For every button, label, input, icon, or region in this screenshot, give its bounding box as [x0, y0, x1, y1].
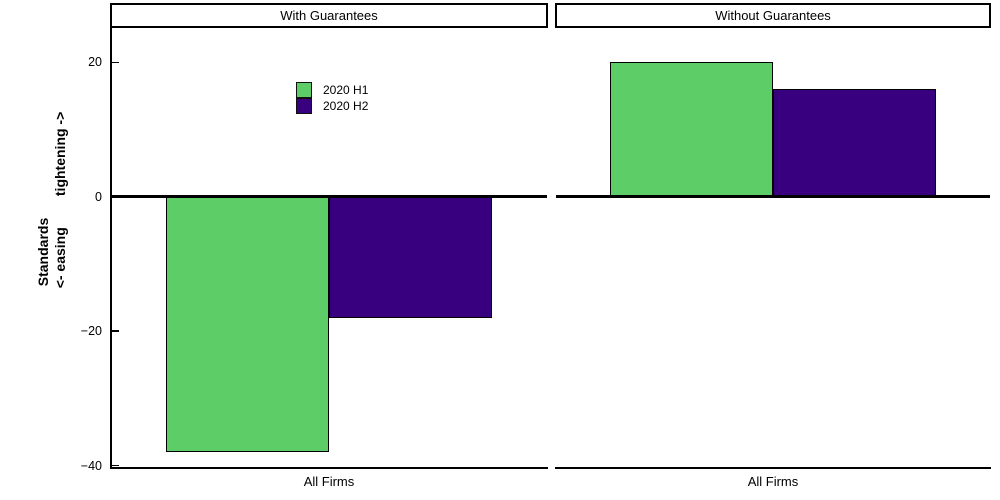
y-axis-line — [110, 27, 112, 469]
panel-title-box: With Guarantees — [110, 3, 548, 28]
bar-2020h2-without-guarantees — [773, 89, 936, 197]
bar-2020h2-with-guarantees — [329, 196, 492, 318]
x-axis-line — [555, 467, 991, 469]
x-axis-line — [110, 467, 548, 469]
panel-title-box: Without Guarantees — [555, 3, 991, 28]
legend-item-2020-h1: 2020 H1 — [296, 82, 368, 98]
legend-item-2020-h2: 2020 H2 — [296, 98, 368, 114]
x-axis-category-label: All Firms — [303, 474, 355, 489]
legend-label: 2020 H1 — [323, 83, 369, 97]
bar-2020h1-without-guarantees — [610, 62, 773, 197]
zero-reference-line — [556, 195, 990, 198]
zero-reference-line — [111, 195, 547, 198]
bar-2020h1-with-guarantees — [166, 196, 329, 453]
y-tick-label: −40 — [80, 458, 102, 473]
y-axis-title-standards: Standards — [35, 217, 51, 287]
panel-without-guarantees: Without Guarantees All Firms — [555, 0, 991, 500]
y-axis-title-easing-tightening: <- easing tightening -> — [52, 111, 68, 289]
legend-swatch-2020-h2-icon — [296, 98, 312, 114]
legend-swatch-2020-h1-icon — [296, 82, 312, 98]
legend-label: 2020 H2 — [323, 99, 369, 113]
x-axis-category-label: All Firms — [747, 474, 799, 489]
panel-title: Without Guarantees — [715, 8, 831, 23]
legend: 2020 H1 2020 H2 — [296, 82, 368, 114]
panel-title: With Guarantees — [280, 8, 378, 23]
panel-with-guarantees: With Guarantees All Firms — [110, 0, 548, 500]
